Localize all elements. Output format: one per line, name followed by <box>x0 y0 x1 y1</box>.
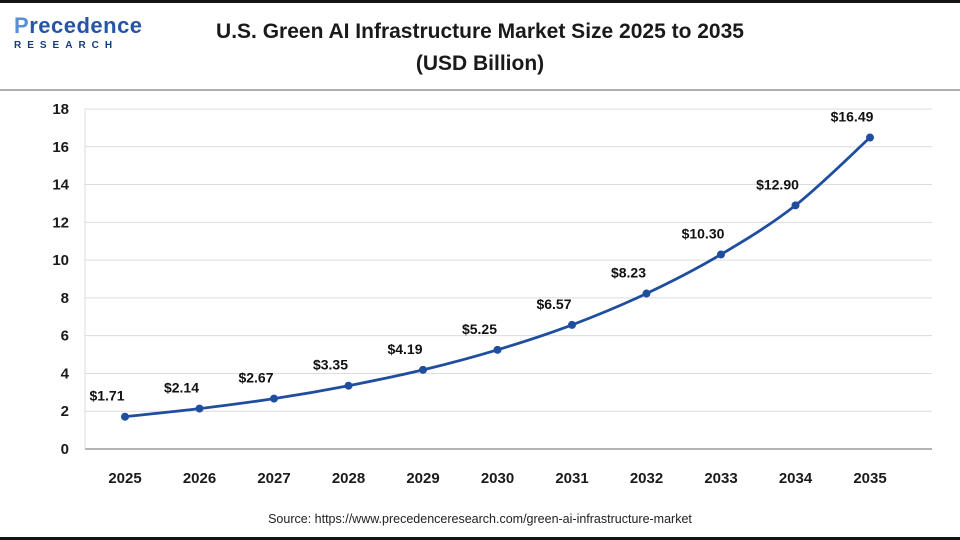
data-label: $12.90 <box>756 176 799 192</box>
x-axis-tick-label: 2029 <box>406 470 439 487</box>
data-label: $4.19 <box>387 341 422 357</box>
y-axis-tick-label: 4 <box>61 365 70 382</box>
footer: Source: https://www.precedenceresearch.c… <box>0 510 960 528</box>
data-point <box>642 289 651 298</box>
x-axis-tick-label: 2026 <box>183 470 216 487</box>
series-line <box>124 136 871 419</box>
y-axis-tick-label: 8 <box>61 290 69 307</box>
x-axis-tick-label: 2033 <box>704 470 737 487</box>
x-axis-tick-label: 2031 <box>555 470 588 487</box>
data-label: $2.67 <box>238 370 273 386</box>
data-label: $10.30 <box>682 225 725 241</box>
source-text: Source: https://www.precedenceresearch.c… <box>268 512 692 526</box>
data-label: $16.49 <box>831 109 874 125</box>
y-axis-tick-label: 10 <box>52 252 69 269</box>
data-label: $8.23 <box>611 265 646 281</box>
logo-wordmark: Precedence <box>14 13 143 38</box>
x-axis-tick-label: 2028 <box>332 470 365 487</box>
x-axis-tick-label: 2027 <box>257 470 290 487</box>
x-axis-tick-label: 2025 <box>108 470 141 487</box>
data-point <box>270 394 278 403</box>
x-axis-tick-label: 2035 <box>853 470 886 487</box>
data-point <box>568 320 576 329</box>
header: Precedence RESEARCH U.S. Green AI Infras… <box>0 3 960 91</box>
y-axis-tick-label: 16 <box>52 139 69 156</box>
y-axis-tick-label: 0 <box>61 441 69 458</box>
data-label: $3.35 <box>313 357 348 373</box>
data-point <box>195 404 204 413</box>
chart-title-line1: U.S. Green AI Infrastructure Market Size… <box>216 20 744 43</box>
chart-title-line2: (USD Billion) <box>415 51 545 75</box>
chart-area: 0 2 4 6 8 10 12 14 16 18 2025 2026 2027 2028 2029 2030 2… <box>0 91 960 508</box>
data-label: $6.57 <box>536 296 571 312</box>
x-axis-tick-label: 2034 <box>779 470 813 487</box>
data-point <box>493 345 502 354</box>
data-point <box>866 133 874 142</box>
market-size-line-chart: 0 2 4 6 8 10 12 14 16 18 2025 2026 2027 2028 2029 2030 2… <box>52 101 932 487</box>
y-axis-tick-label: 14 <box>52 177 69 194</box>
x-axis-tick-label: 2030 <box>481 470 514 487</box>
data-point <box>717 250 725 259</box>
precedence-research-logo: Precedence RESEARCH <box>14 15 143 51</box>
x-axis-tick-label: 2032 <box>630 470 663 487</box>
data-point <box>121 412 129 421</box>
data-label: $2.14 <box>164 380 199 396</box>
data-point <box>344 381 353 390</box>
chart-title: U.S. Green AI Infrastructure Market Size… <box>0 3 960 79</box>
y-axis-tick-label: 18 <box>52 101 69 118</box>
y-axis-tick-label: 2 <box>61 403 69 420</box>
data-label: $1.71 <box>89 388 124 404</box>
logo-subtitle: RESEARCH <box>14 40 119 51</box>
data-point <box>419 365 427 374</box>
data-label: $5.25 <box>462 321 497 337</box>
data-point <box>791 201 800 210</box>
y-axis-tick-label: 6 <box>61 328 69 345</box>
y-axis-tick-label: 12 <box>52 214 69 231</box>
